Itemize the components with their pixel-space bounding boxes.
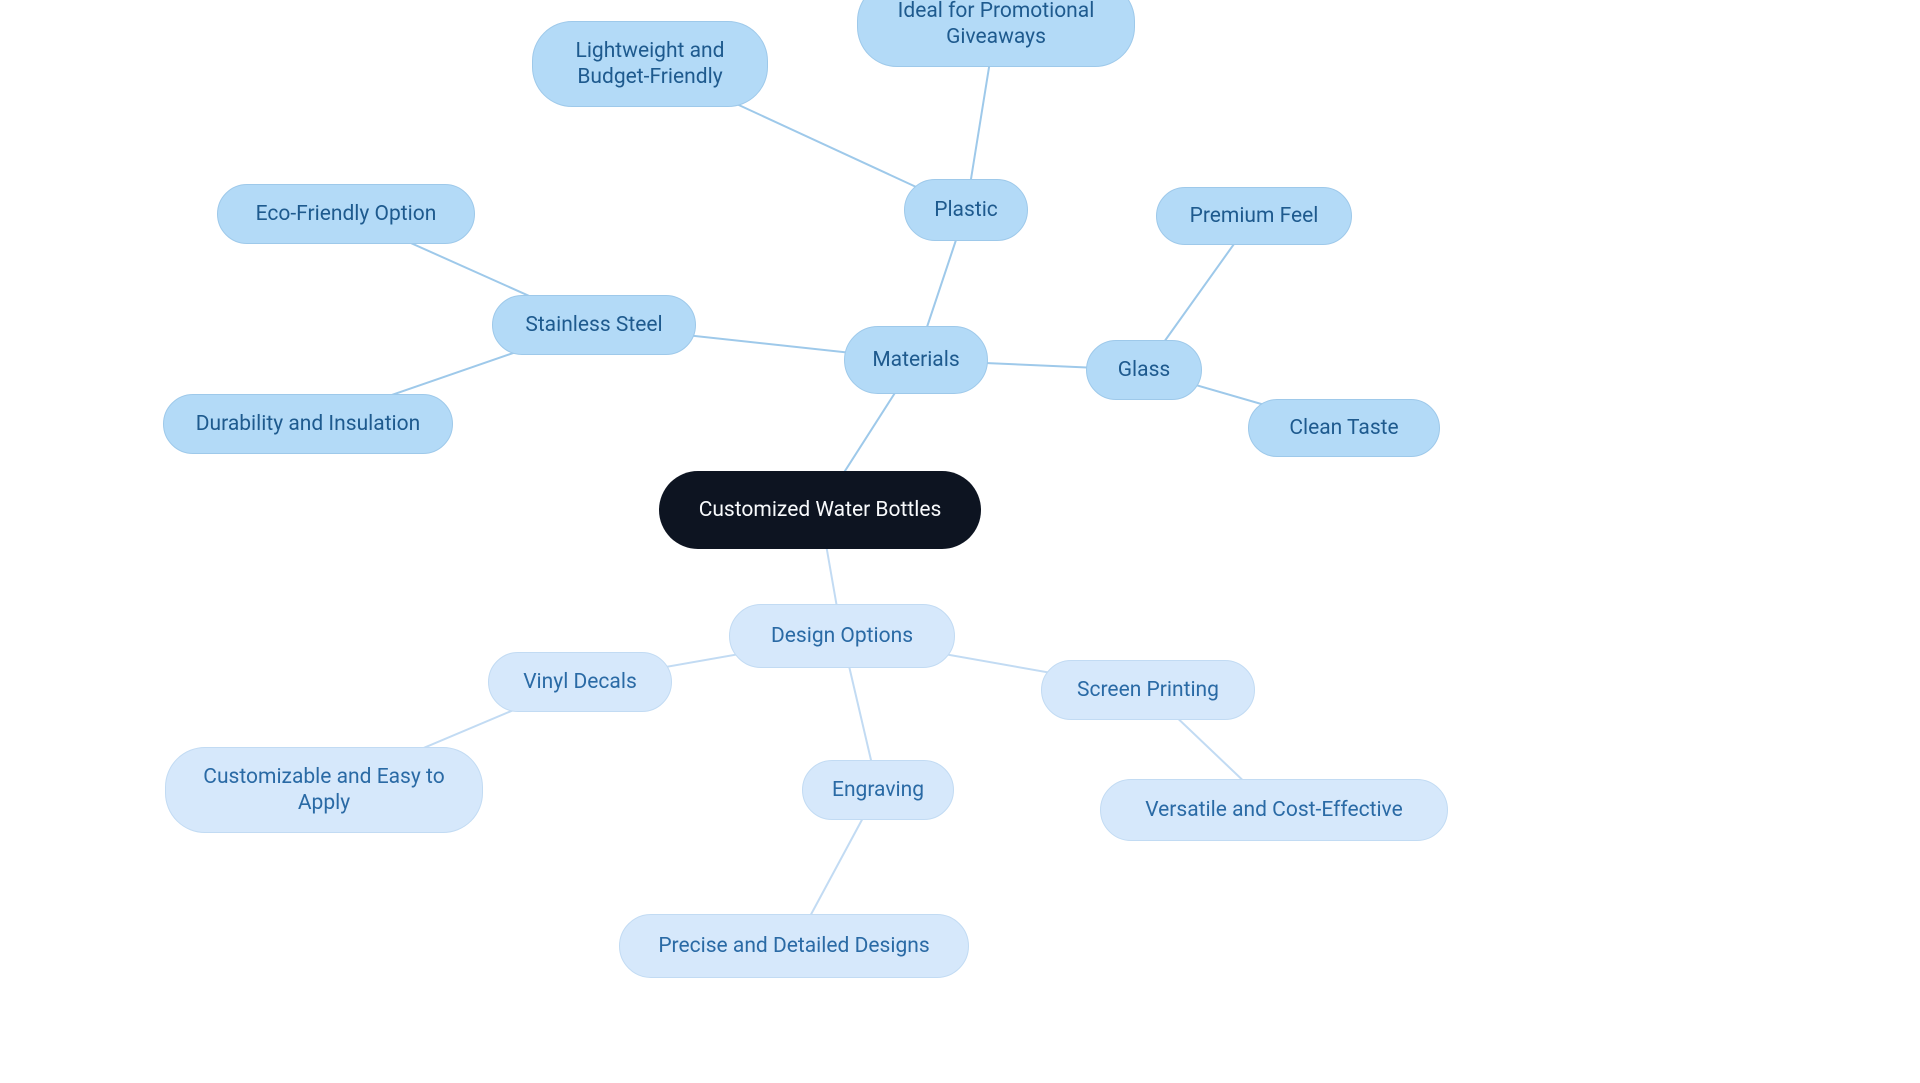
node-label: Engraving <box>832 777 924 803</box>
node-label: Materials <box>872 347 959 373</box>
node-durability: Durability and Insulation <box>163 394 453 454</box>
node-eco: Eco-Friendly Option <box>217 184 475 244</box>
node-label: Premium Feel <box>1190 203 1319 229</box>
node-label: Customizable and Easy to Apply <box>188 764 460 817</box>
node-plastic: Plastic <box>904 179 1028 241</box>
node-vinyl: Vinyl Decals <box>488 652 672 712</box>
node-giveaways: Ideal for Promotional Giveaways <box>857 0 1135 67</box>
node-premium: Premium Feel <box>1156 187 1352 245</box>
node-label: Lightweight and Budget-Friendly <box>555 38 745 91</box>
node-label: Ideal for Promotional Giveaways <box>880 0 1112 50</box>
node-label: Screen Printing <box>1077 677 1219 703</box>
node-label: Durability and Insulation <box>196 411 421 437</box>
node-versatile: Versatile and Cost-Effective <box>1100 779 1448 841</box>
node-lightweight: Lightweight and Budget-Friendly <box>532 21 768 107</box>
node-label: Clean Taste <box>1289 415 1398 441</box>
node-label: Customized Water Bottles <box>699 497 942 523</box>
node-clean: Clean Taste <box>1248 399 1440 457</box>
node-label: Versatile and Cost-Effective <box>1145 797 1402 823</box>
node-label: Plastic <box>934 197 998 223</box>
node-label: Glass <box>1118 357 1171 383</box>
node-root: Customized Water Bottles <box>659 471 981 549</box>
node-label: Eco-Friendly Option <box>256 201 437 227</box>
mindmap-canvas: Customized Water Bottles Materials Plast… <box>0 0 1920 1083</box>
node-glass: Glass <box>1086 340 1202 400</box>
node-custom-apply: Customizable and Easy to Apply <box>165 747 483 833</box>
node-screen: Screen Printing <box>1041 660 1255 720</box>
node-stainless: Stainless Steel <box>492 295 696 355</box>
node-label: Vinyl Decals <box>523 669 637 695</box>
node-design: Design Options <box>729 604 955 668</box>
node-precise: Precise and Detailed Designs <box>619 914 969 978</box>
node-label: Stainless Steel <box>525 312 662 338</box>
node-materials: Materials <box>844 326 988 394</box>
node-label: Precise and Detailed Designs <box>658 933 929 959</box>
node-label: Design Options <box>771 623 913 649</box>
node-engraving: Engraving <box>802 760 954 820</box>
